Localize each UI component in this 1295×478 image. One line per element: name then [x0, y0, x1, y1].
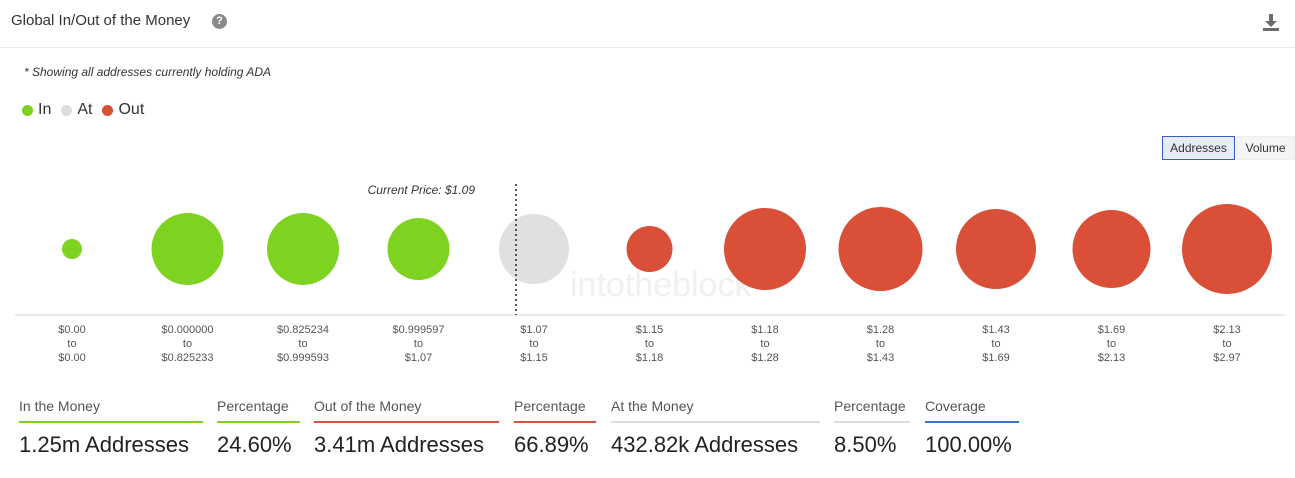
x-tick-label: $2.97 — [1213, 352, 1241, 364]
legend-item-at[interactable]: At — [61, 101, 92, 119]
x-tick-label: $1.28 — [867, 324, 895, 336]
x-tick-label: $1.07 — [520, 324, 548, 336]
stat-label: Percentage — [217, 398, 300, 423]
x-tick-label: $1.69 — [1098, 324, 1126, 336]
stat-value: 8.50% — [834, 432, 897, 457]
x-tick-label: $0.00 — [58, 352, 86, 364]
x-tick-label: $1.28 — [751, 352, 779, 364]
chart-note: * Showing all addresses currently holdin… — [24, 65, 272, 79]
x-tick-label: to — [760, 338, 769, 350]
x-tick-label: to — [298, 338, 307, 350]
legend-dot-at — [61, 104, 73, 116]
x-tick-label: $1.18 — [636, 352, 664, 364]
bubble-in — [267, 213, 339, 285]
x-tick-label: to — [876, 338, 885, 350]
stat-label: In the Money — [19, 398, 203, 423]
x-tick-label: $1.43 — [982, 324, 1010, 336]
stat-in-percentage: Percentage 24.60% — [217, 398, 300, 458]
stat-coverage: Coverage 100.00% — [925, 398, 1019, 458]
addresses-toggle-button[interactable]: Addresses — [1162, 136, 1235, 160]
volume-toggle-button[interactable]: Volume — [1236, 136, 1295, 160]
bubble-out — [1182, 204, 1272, 294]
x-tick-label: $0.825233 — [162, 352, 214, 364]
chart-legend: In At Out — [22, 101, 154, 119]
bubble-in — [62, 239, 82, 259]
stat-value: 66.89% — [514, 432, 589, 457]
stat-value: 24.60% — [217, 432, 292, 457]
stat-value: 432.82k Addresses — [611, 432, 799, 457]
x-tick-label: $1.43 — [867, 352, 895, 364]
stat-at-percentage: Percentage 8.50% — [834, 398, 910, 458]
current-price-label: Current Price: $1.09 — [368, 183, 476, 197]
x-tick-label: $1.18 — [751, 324, 779, 336]
bubble-in — [151, 213, 224, 285]
stat-label: Percentage — [834, 398, 910, 423]
bubble-out — [1072, 210, 1151, 288]
bubble-out — [626, 226, 673, 272]
legend-label-at: At — [77, 101, 93, 118]
stat-label: Out of the Money — [314, 398, 499, 423]
x-tick-label: to — [1107, 338, 1116, 350]
stat-in-the-money: In the Money 1.25m Addresses — [19, 398, 203, 458]
x-tick-label: to — [183, 338, 192, 350]
x-tick-label: $0.000000 — [162, 324, 214, 336]
legend-label-out: Out — [118, 101, 145, 118]
download-icon[interactable] — [1261, 12, 1281, 32]
legend-dot-in — [22, 104, 33, 116]
x-tick-label: to — [991, 338, 1000, 350]
x-tick-label: to — [645, 338, 654, 350]
x-tick-label: $1.15 — [636, 324, 664, 336]
bubble-chart: intotheblock $0.00 to $0.00 $0.000000 to $0.82… — [15, 183, 1285, 364]
x-tick-label: to — [529, 338, 538, 350]
legend-label-in: In — [38, 101, 52, 118]
x-tick-label: to — [67, 338, 76, 350]
stat-label: Coverage — [925, 398, 1019, 423]
bubble-out — [956, 209, 1036, 289]
stat-value: 3.41m Addresses — [314, 432, 484, 457]
stat-value: 1.25m Addresses — [19, 432, 189, 457]
watermark-text: intotheblock — [570, 266, 752, 304]
stat-out-percentage: Percentage 66.89% — [514, 398, 596, 458]
stat-label: At the Money — [611, 398, 820, 423]
page-title: Global In/Out of the Money — [11, 12, 191, 29]
stats-row: In the Money 1.25m Addresses Percentage … — [0, 398, 1295, 468]
x-tick-label: $1.69 — [982, 352, 1010, 364]
bubble-out — [838, 207, 923, 291]
x-tick-label: to — [414, 338, 423, 350]
x-tick-label: $0.999597 — [393, 324, 445, 336]
question-circle-icon[interactable]: ? — [212, 14, 227, 29]
x-tick-label: $1.07 — [405, 352, 433, 364]
bubble-in — [387, 218, 450, 280]
x-tick-label: $0.999593 — [277, 352, 329, 364]
stat-value: 100.00% — [925, 432, 1012, 457]
x-tick-label: $0.00 — [58, 324, 86, 336]
x-tick-label: $0.825234 — [277, 324, 329, 336]
x-tick-label: $2.13 — [1098, 352, 1126, 364]
legend-item-in[interactable]: In — [22, 101, 51, 119]
stat-label: Percentage — [514, 398, 596, 423]
chart-header: Global In/Out of the Money ? — [0, 0, 1295, 48]
legend-item-out[interactable]: Out — [102, 101, 144, 119]
stat-at-the-money: At the Money 432.82k Addresses — [611, 398, 820, 458]
legend-dot-out — [102, 104, 114, 116]
x-tick-label: $1.15 — [520, 352, 548, 364]
x-tick-label: $2.13 — [1213, 324, 1241, 336]
stat-out-of-the-money: Out of the Money 3.41m Addresses — [314, 398, 499, 458]
x-tick-label: to — [1222, 338, 1231, 350]
bubble-at — [499, 214, 569, 284]
bubble-out — [724, 208, 806, 290]
